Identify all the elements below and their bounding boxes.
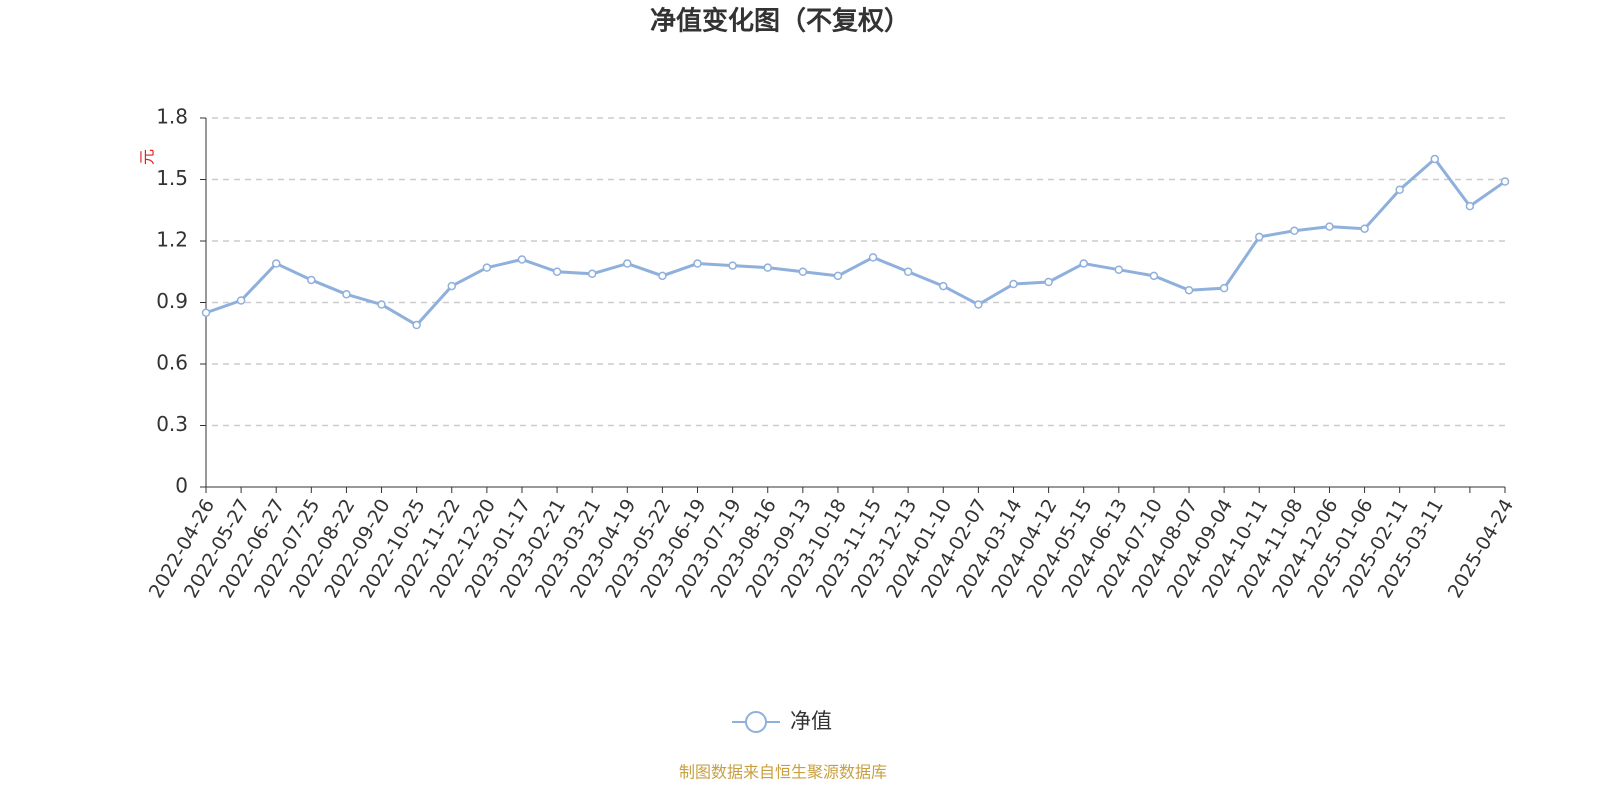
point-marker (868, 253, 878, 262)
point-marker (939, 281, 948, 291)
point-marker (798, 267, 808, 276)
point-marker (517, 255, 527, 264)
point-marker (693, 259, 702, 268)
x-tick-label: 2025-04-24 (1444, 495, 1518, 602)
point-marker (1500, 177, 1510, 186)
point-marker (974, 300, 983, 309)
point-marker (447, 281, 457, 291)
point-marker (482, 263, 492, 272)
point-marker (1114, 265, 1124, 274)
point-marker (307, 275, 316, 285)
point-marker (1149, 271, 1159, 281)
point-marker (1465, 201, 1475, 211)
point-marker (587, 269, 597, 279)
legend-label: 净值 (790, 709, 832, 733)
point-marker (833, 271, 843, 281)
point-marker (412, 320, 421, 330)
legend-marker (745, 711, 767, 733)
point-marker (1430, 154, 1440, 164)
series-line (205, 156, 1506, 327)
y-tick-label: 0.3 (156, 412, 188, 436)
y-tick-label: 1.8 (156, 105, 188, 129)
y-tick-label: 1.2 (156, 228, 188, 252)
point-marker (1360, 224, 1369, 233)
point-marker (1395, 185, 1404, 194)
point-marker (728, 261, 737, 270)
point-marker (1079, 259, 1088, 268)
point-marker (623, 259, 632, 268)
point-marker (271, 259, 281, 268)
point-marker (1325, 222, 1334, 231)
point-marker (1219, 283, 1229, 293)
point-marker (1184, 285, 1194, 295)
point-marker (1290, 226, 1299, 235)
point-marker (201, 308, 211, 317)
point-marker (1009, 279, 1018, 289)
point-marker (1044, 277, 1053, 287)
point-marker (658, 271, 667, 281)
y-tick-label: 0.6 (156, 351, 188, 375)
y-tick-label: 0.9 (156, 289, 188, 313)
y-tick-label: 0 (175, 474, 188, 498)
point-marker (763, 263, 772, 272)
chart-title: 净值变化图（不复权） (650, 6, 910, 37)
point-marker (377, 300, 386, 309)
y-tick-label: 1.5 (156, 166, 188, 190)
point-marker (342, 290, 351, 299)
point-marker (236, 296, 246, 305)
point-marker (552, 267, 562, 276)
y-axis-label: 元 (138, 149, 157, 165)
point-marker (903, 267, 913, 276)
source-note: 制图数据来自恒生聚源数据库 (679, 763, 887, 782)
point-marker (1254, 232, 1264, 242)
